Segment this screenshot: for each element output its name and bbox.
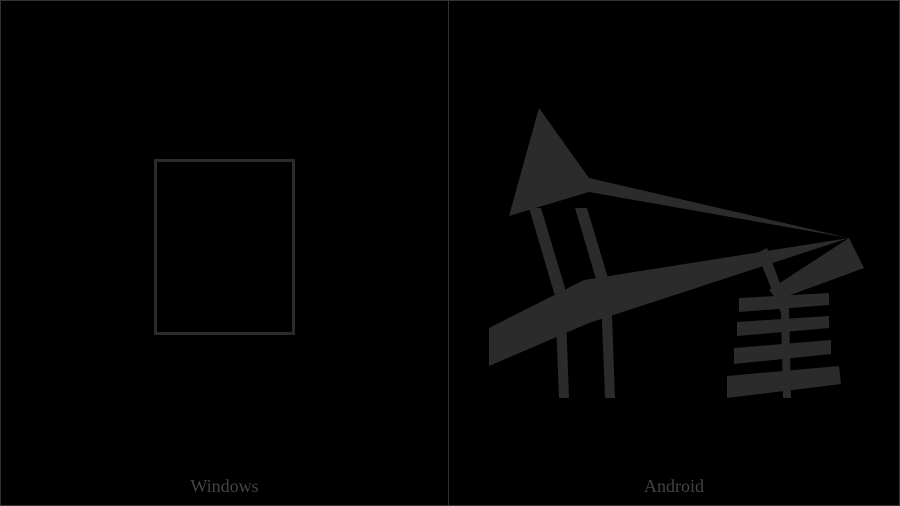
glyph-comparison: Windows Andr xyxy=(0,0,900,506)
cuneiform-sign-icon xyxy=(469,98,889,438)
tofu-box-icon xyxy=(154,159,295,335)
caption-android: Android xyxy=(449,476,899,497)
glyph-android xyxy=(449,1,899,505)
panel-windows: Windows xyxy=(0,0,449,506)
glyph-windows xyxy=(1,1,448,505)
caption-windows: Windows xyxy=(1,476,448,497)
panel-android: Android xyxy=(449,0,900,506)
